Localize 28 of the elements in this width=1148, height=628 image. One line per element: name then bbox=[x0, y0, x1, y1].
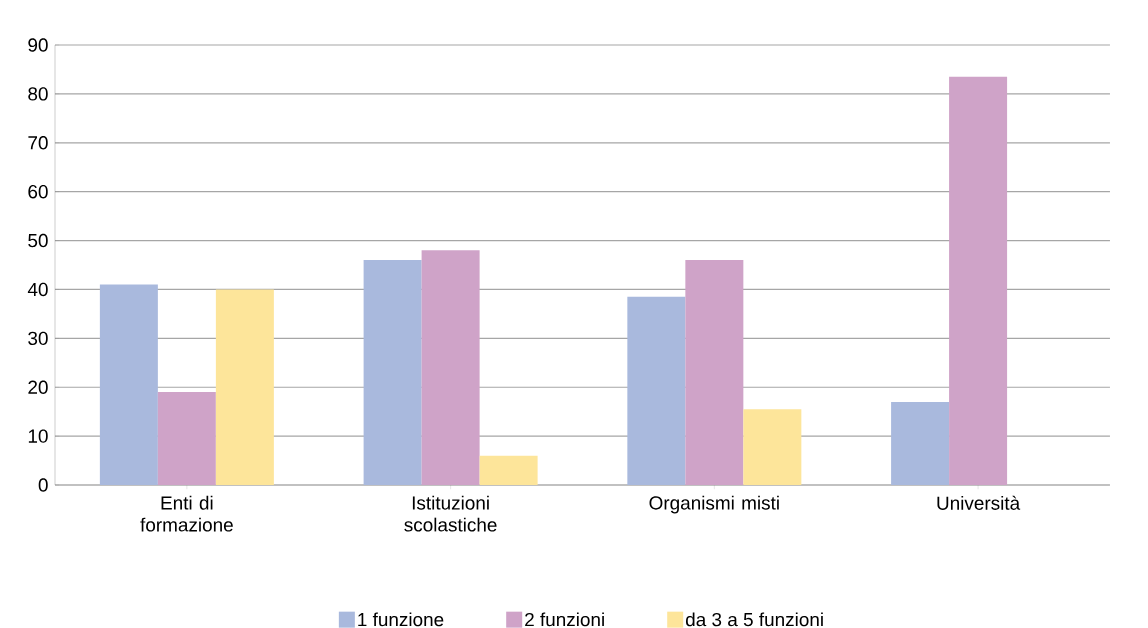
y-tick-label: 90 bbox=[28, 38, 48, 52]
y-tick-label: 80 bbox=[28, 87, 48, 101]
bar bbox=[627, 296, 686, 485]
y-tick-label: 70 bbox=[28, 136, 48, 150]
bar bbox=[479, 455, 538, 485]
bar bbox=[743, 409, 802, 485]
y-tick-label: 20 bbox=[28, 380, 48, 394]
bar bbox=[891, 401, 950, 485]
y-tick-label: 0 bbox=[38, 478, 48, 492]
bar bbox=[949, 76, 1008, 485]
y-tick-label: 40 bbox=[27, 282, 48, 297]
bar bbox=[99, 284, 158, 485]
legend-label: 2 funzioni bbox=[525, 612, 604, 627]
legend-label: da 3 a 5 funzioni bbox=[685, 612, 823, 627]
legend-label: 1 funzione bbox=[358, 612, 444, 627]
x-tick-label: Istituzioni scolastiche bbox=[404, 495, 497, 532]
y-tick-label: 30 bbox=[28, 331, 48, 346]
y-tick-label: 60 bbox=[28, 184, 48, 199]
x-tick-label: Università bbox=[937, 495, 1021, 510]
bar bbox=[363, 260, 422, 485]
bar bbox=[215, 289, 274, 485]
x-tick-label: Organismi misti bbox=[649, 495, 779, 514]
x-tick-label: Enti di formazione bbox=[140, 495, 233, 532]
bar bbox=[421, 250, 480, 485]
bar bbox=[157, 392, 216, 485]
y-tick-label: 10 bbox=[28, 429, 48, 443]
y-tick-label: 50 bbox=[28, 233, 48, 248]
bar bbox=[685, 260, 744, 485]
